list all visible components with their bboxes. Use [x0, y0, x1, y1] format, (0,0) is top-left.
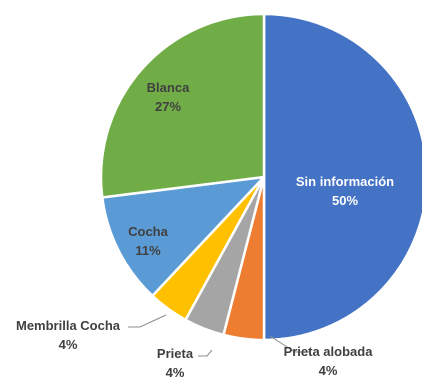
slice-label: Prieta 4%: [157, 346, 194, 379]
leader-line: [128, 314, 167, 328]
slice-label-name: Blanca: [147, 80, 190, 95]
pie-slice: [262, 12, 422, 342]
slice-label-name: Membrilla Cocha: [16, 318, 121, 333]
pie-slice: [99, 12, 266, 199]
slice-label: Membrilla Cocha 4%: [16, 318, 121, 352]
slice-label: Sin información 50%: [296, 174, 394, 208]
leader-line: [269, 335, 310, 353]
slice-label-percent: 4%: [59, 337, 78, 352]
slice-label-percent: 27%: [155, 99, 181, 114]
slice-label-percent: 11%: [135, 243, 161, 258]
slice-labels: Sin información 50%Prieta alobada 4%Prieta…: [16, 80, 394, 379]
slice-label-name: Sin información: [296, 174, 394, 189]
slice-label-name: Cocha: [128, 224, 169, 239]
leader-line: [198, 349, 213, 357]
pie-slice: [101, 175, 266, 298]
slice-label-name: Prieta alobada: [284, 344, 374, 359]
leader-lines: [128, 314, 310, 357]
slice-label-percent: 50%: [332, 193, 358, 208]
slice-label: Prieta alobada 4%: [284, 344, 374, 378]
slice-label-percent: 4%: [319, 363, 338, 378]
pie-slices: [99, 12, 422, 342]
slice-label-name: Prieta: [157, 346, 194, 361]
slice-label: Blanca 27%: [147, 80, 190, 114]
slice-label: Cocha 11%: [128, 224, 169, 258]
slice-label-percent: 4%: [166, 365, 185, 379]
